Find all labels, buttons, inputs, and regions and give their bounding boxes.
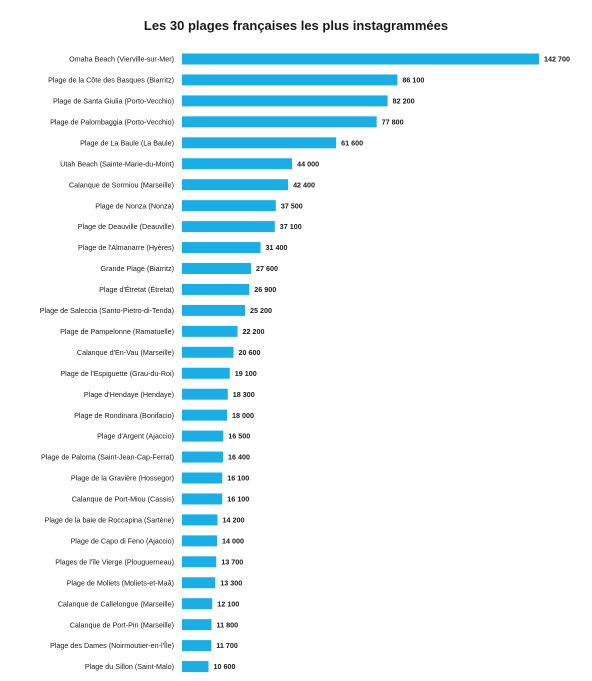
value-label: 13 700 bbox=[221, 557, 243, 566]
bar bbox=[182, 263, 252, 274]
value-label: 20 600 bbox=[239, 348, 261, 357]
bar bbox=[182, 179, 289, 191]
value-label: 14 000 bbox=[222, 536, 244, 545]
category-label: Plage de la baie de Roccapina (Sartène) bbox=[45, 516, 174, 525]
bar bbox=[182, 283, 250, 295]
value-label: 61 600 bbox=[341, 138, 363, 147]
bar bbox=[182, 556, 217, 568]
value-label: 26 900 bbox=[254, 285, 276, 294]
bar bbox=[182, 137, 337, 149]
bar bbox=[182, 493, 223, 505]
bar bbox=[182, 451, 224, 463]
value-label: 44 000 bbox=[297, 159, 319, 168]
value-label: 12 100 bbox=[217, 599, 239, 608]
chart-title: Les 30 plages françaises les plus instag… bbox=[143, 18, 449, 33]
category-label: Plage de la Côte des Basques (Biarritz) bbox=[48, 76, 174, 85]
category-label: Plage de Paloma (Saint-Jean-Cap-Ferrat) bbox=[41, 453, 174, 462]
value-label: 77 800 bbox=[382, 117, 404, 126]
bar bbox=[182, 535, 218, 547]
bar bbox=[182, 472, 223, 484]
bar bbox=[182, 95, 388, 107]
category-label: Plage de l'Almanarre (Hyères) bbox=[78, 243, 174, 252]
bar bbox=[182, 430, 224, 442]
category-label: Plage du Sillon (Saint-Malo) bbox=[85, 662, 174, 671]
value-label: 14 200 bbox=[223, 516, 245, 525]
category-label: Plage d'Étretat (Étretat) bbox=[99, 285, 174, 294]
category-label: Plage d'Argent (Ajaccio) bbox=[97, 432, 174, 441]
bar bbox=[182, 367, 230, 379]
value-label: 16 400 bbox=[228, 453, 250, 462]
value-label: 16 500 bbox=[228, 432, 250, 441]
bar bbox=[182, 598, 213, 610]
category-label: Plage de Pampelonne (Ramatuelle) bbox=[60, 327, 174, 336]
category-label: Plage de Deauville (Deauville) bbox=[78, 222, 174, 231]
category-label: Utah Beach (Sainte-Marie-du-Mont) bbox=[60, 159, 174, 168]
category-label: Grande Plage (Biarritz) bbox=[101, 264, 175, 273]
value-label: 86 100 bbox=[402, 76, 424, 85]
category-label: Plage de Rondinara (Bonifacio) bbox=[74, 411, 174, 420]
category-label: Calanque de Callelongue (Marseille) bbox=[58, 599, 174, 608]
bar bbox=[182, 200, 276, 212]
category-label: Plage de Nonza (Nonza) bbox=[95, 201, 174, 210]
category-label: Calanque de Port-Miou (Cassis) bbox=[72, 495, 174, 504]
value-label: 37 100 bbox=[280, 222, 302, 231]
category-label: Calanque de Port-Pin (Marseille) bbox=[70, 620, 174, 629]
bar bbox=[182, 53, 539, 65]
category-label: Calanque de Sormiou (Marseille) bbox=[69, 180, 174, 189]
value-label: 142 700 bbox=[544, 55, 570, 64]
value-label: 13 300 bbox=[220, 578, 242, 587]
bar bbox=[182, 221, 275, 233]
bar bbox=[182, 158, 293, 170]
bar bbox=[182, 577, 216, 589]
value-label: 22 200 bbox=[243, 327, 265, 336]
bar bbox=[182, 409, 228, 421]
bar bbox=[182, 304, 246, 316]
category-label: Plage de la Gravière (Hossegor) bbox=[71, 474, 174, 483]
category-label: Plage d'Hendaye (Hendaye) bbox=[84, 390, 174, 399]
value-label: 82 200 bbox=[393, 97, 415, 106]
category-label: Plage de Santa Giulia (Porto-Vecchio) bbox=[53, 97, 174, 106]
value-label: 25 200 bbox=[250, 306, 272, 315]
value-label: 18 000 bbox=[232, 411, 254, 420]
bar bbox=[182, 514, 218, 526]
value-label: 16 100 bbox=[227, 495, 249, 504]
value-label: 11 800 bbox=[217, 620, 239, 629]
value-label: 18 300 bbox=[233, 390, 255, 399]
bar bbox=[182, 116, 377, 128]
bar bbox=[182, 74, 398, 86]
bars-group: Omaha Beach (Vierville-sur-Mer) 142 700 Pl… bbox=[40, 53, 570, 673]
value-label: 42 400 bbox=[293, 180, 315, 189]
value-label: 31 400 bbox=[266, 243, 288, 252]
value-label: 27 600 bbox=[256, 264, 278, 273]
bar bbox=[182, 325, 238, 337]
value-label: 10 600 bbox=[214, 662, 236, 671]
category-label: Plage de Moliets (Moliets-et-Maâ) bbox=[67, 578, 174, 587]
bar bbox=[182, 640, 212, 652]
bar bbox=[182, 242, 261, 254]
bar bbox=[182, 661, 209, 673]
category-label: Plages de l'île Vierge (Plouguerneau) bbox=[55, 557, 174, 566]
category-label: Plage de Palombaggia (Porto-Vecchio) bbox=[50, 117, 174, 126]
bar bbox=[182, 619, 212, 631]
bar bbox=[182, 346, 234, 358]
category-label: Plage de l'Espiguette (Grau-du-Roi) bbox=[60, 369, 174, 378]
bar bbox=[182, 388, 228, 400]
category-label: Plage des Dames (Noirmoutier-en-l'Île) bbox=[50, 641, 174, 650]
category-label: Omaha Beach (Vierville-sur-Mer) bbox=[69, 55, 174, 64]
category-label: Plage de Capo di Feno (Ajaccio) bbox=[71, 536, 174, 545]
category-label: Plage de Saleccia (Santo-Pietro-di-Tenda… bbox=[40, 306, 174, 315]
category-label: Plage de La Baule (La Baule) bbox=[80, 138, 174, 147]
category-label: Calanque d'En-Vau (Marseille) bbox=[77, 348, 174, 357]
value-label: 19 100 bbox=[235, 369, 257, 378]
value-label: 11 700 bbox=[216, 641, 238, 650]
value-label: 16 100 bbox=[227, 474, 249, 483]
value-label: 37 500 bbox=[281, 201, 303, 210]
